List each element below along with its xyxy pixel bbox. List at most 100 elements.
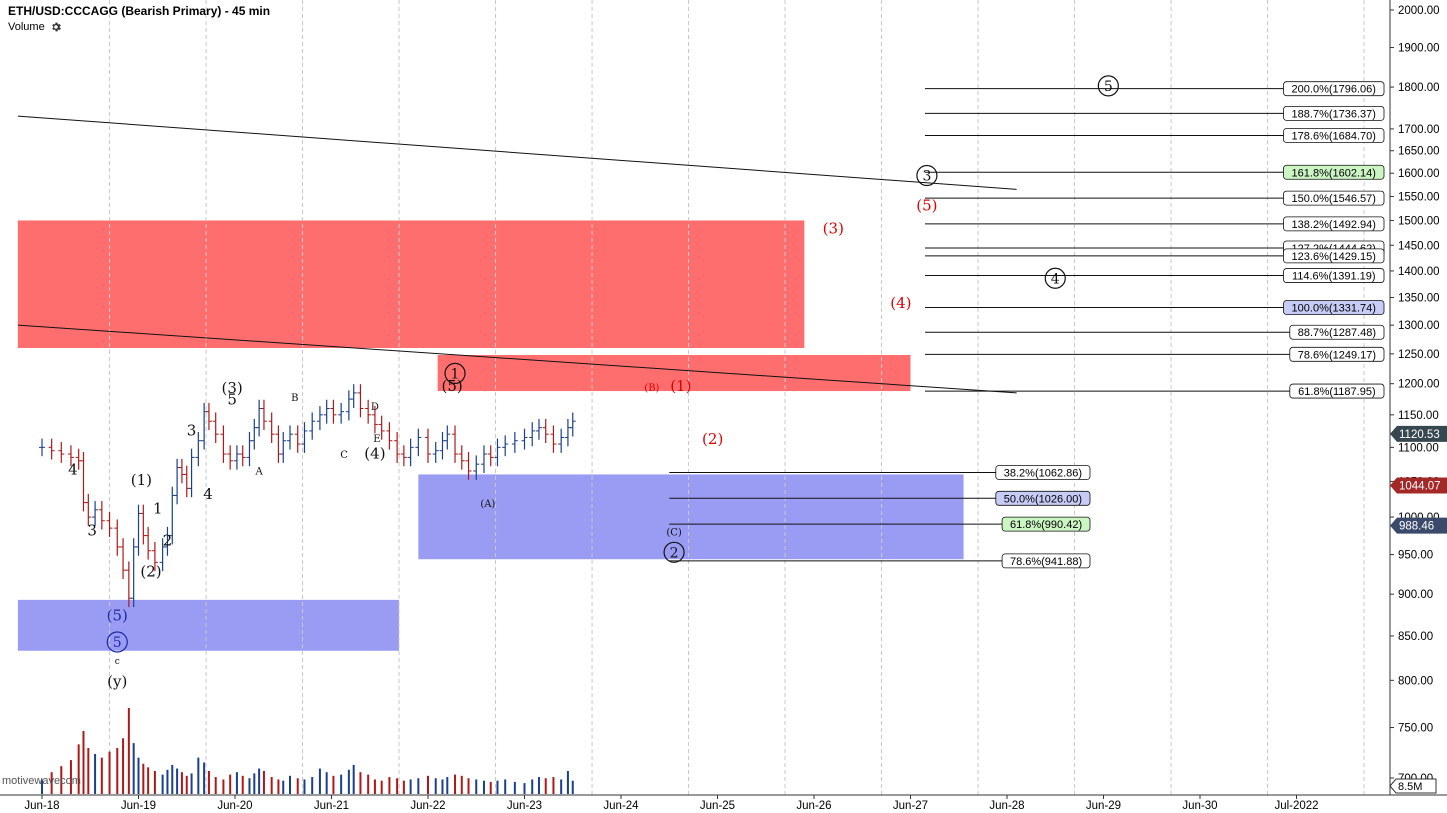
fib-lower-box bbox=[995, 490, 1091, 506]
volume-bar bbox=[347, 769, 350, 794]
fib-upper-label: 178.6%(1684.70) bbox=[1292, 131, 1376, 143]
wave-label: B bbox=[291, 393, 298, 404]
wave-circle bbox=[916, 164, 938, 187]
volume-bar bbox=[504, 779, 507, 794]
y-tick-label: 1450.00 bbox=[1398, 240, 1440, 252]
volume-bar bbox=[332, 775, 335, 794]
price-marker bbox=[1390, 425, 1447, 442]
wave-label: (3) bbox=[823, 220, 844, 238]
x-tick-label: Jun-20 bbox=[217, 800, 252, 812]
volume-bar bbox=[108, 751, 111, 794]
price-marker bbox=[1390, 477, 1447, 494]
wave-circle-label: 5 bbox=[113, 635, 122, 651]
wave-label: (4) bbox=[890, 294, 911, 312]
wave-label: (C) bbox=[666, 528, 682, 539]
fib-lower-box bbox=[995, 465, 1091, 480]
wave-label: (4) bbox=[364, 445, 385, 463]
wave-label: C bbox=[340, 450, 348, 461]
volume-bar bbox=[467, 778, 470, 794]
wave-label: 3 bbox=[187, 421, 197, 439]
volume-bar bbox=[489, 781, 492, 794]
wave-circle bbox=[663, 541, 685, 563]
resistance-zone bbox=[437, 355, 911, 392]
wave-label: 4 bbox=[203, 485, 213, 503]
fib-lower-box bbox=[1001, 553, 1091, 569]
price-marker bbox=[1390, 517, 1447, 534]
fib-upper-box bbox=[1283, 268, 1385, 283]
fib-lower-label: 50.0%(1026.00) bbox=[1004, 493, 1082, 505]
volume-bar bbox=[41, 779, 43, 794]
volume-bar bbox=[253, 773, 256, 794]
volume-indicator-row: Volume bbox=[8, 21, 270, 33]
y-tick-label: 750.00 bbox=[1398, 723, 1433, 735]
y-tick-label: 950.00 bbox=[1398, 550, 1433, 562]
volume-bar bbox=[340, 774, 343, 794]
wave-label: E bbox=[373, 434, 380, 445]
y-tick-label: 1200.00 bbox=[1398, 379, 1440, 391]
volume-bar bbox=[513, 781, 516, 794]
volume-bar bbox=[166, 769, 169, 794]
wave-circle-label: 3 bbox=[922, 169, 931, 185]
wave-label: (5) bbox=[442, 377, 463, 395]
wave-label: (3) bbox=[221, 379, 242, 397]
volume-bar bbox=[373, 779, 376, 794]
gear-icon[interactable] bbox=[50, 21, 62, 33]
wave-label: 4 bbox=[68, 460, 78, 478]
watermark: motivewavecom bbox=[2, 775, 81, 787]
volume-marker bbox=[1389, 778, 1437, 794]
trendline bbox=[17, 324, 1017, 394]
y-tick-label: 800.00 bbox=[1398, 675, 1433, 687]
volume-bar bbox=[427, 775, 429, 794]
fib-upper-box bbox=[1283, 81, 1385, 97]
volume-bar bbox=[409, 779, 412, 794]
volume-bar bbox=[531, 779, 534, 794]
volume-label: Volume bbox=[8, 21, 45, 33]
fib-upper-box bbox=[1289, 324, 1385, 340]
volume-bar bbox=[434, 778, 437, 794]
volume-bar bbox=[296, 778, 299, 794]
volume-bar bbox=[137, 757, 140, 794]
fib-upper-box bbox=[1283, 164, 1385, 180]
volume-bar bbox=[496, 780, 499, 794]
volume-bar bbox=[147, 767, 150, 794]
fib-upper-label: 200.0%(1796.06) bbox=[1292, 84, 1376, 96]
fib-upper-label: 61.8%(1187.95) bbox=[1298, 386, 1375, 398]
volume-bar bbox=[380, 780, 383, 794]
fib-upper-box bbox=[1283, 106, 1385, 121]
wave-label: (5) bbox=[107, 607, 128, 625]
volume-bar bbox=[441, 779, 444, 794]
volume-bar bbox=[229, 774, 232, 794]
fib-upper-label: 123.6%(1429.15) bbox=[1292, 251, 1376, 263]
volume-bar bbox=[566, 770, 569, 794]
fib-upper-box bbox=[1283, 128, 1385, 143]
volume-bar bbox=[289, 775, 292, 794]
y-tick-label: 1150.00 bbox=[1398, 410, 1439, 422]
volume-bar bbox=[571, 780, 574, 794]
fib-upper-box bbox=[1289, 383, 1385, 399]
chart-header: ETH/USD:CCCAGG (Bearish Primary) - 45 mi… bbox=[8, 4, 270, 33]
wave-label: (2) bbox=[702, 430, 723, 448]
wave-label: 1 bbox=[153, 499, 163, 517]
volume-bar bbox=[454, 774, 457, 794]
volume-bar bbox=[367, 774, 370, 794]
y-tick-label: 1400.00 bbox=[1398, 266, 1440, 278]
wave-label: (1) bbox=[670, 377, 691, 395]
wave-label: (A) bbox=[480, 499, 495, 510]
trendline bbox=[17, 115, 1017, 190]
wave-label: A bbox=[255, 466, 264, 477]
volume-bar bbox=[235, 772, 238, 794]
volume-bar bbox=[50, 772, 53, 794]
volume-bar bbox=[203, 762, 206, 794]
y-tick-label: 1250.00 bbox=[1398, 349, 1440, 361]
wave-label: 3 bbox=[87, 522, 97, 540]
volume-bar bbox=[277, 779, 280, 794]
x-tick-label: Jun-25 bbox=[700, 800, 735, 812]
volume-bar bbox=[171, 764, 174, 794]
volume-bar bbox=[482, 780, 485, 794]
fib-lower-label: 61.8%(990.42) bbox=[1010, 519, 1082, 531]
volume-bar bbox=[352, 764, 355, 794]
fib-upper-label: 161.8%(1602.14) bbox=[1292, 167, 1376, 179]
zones-layer bbox=[17, 220, 964, 651]
wave-label: (B) bbox=[644, 383, 659, 394]
